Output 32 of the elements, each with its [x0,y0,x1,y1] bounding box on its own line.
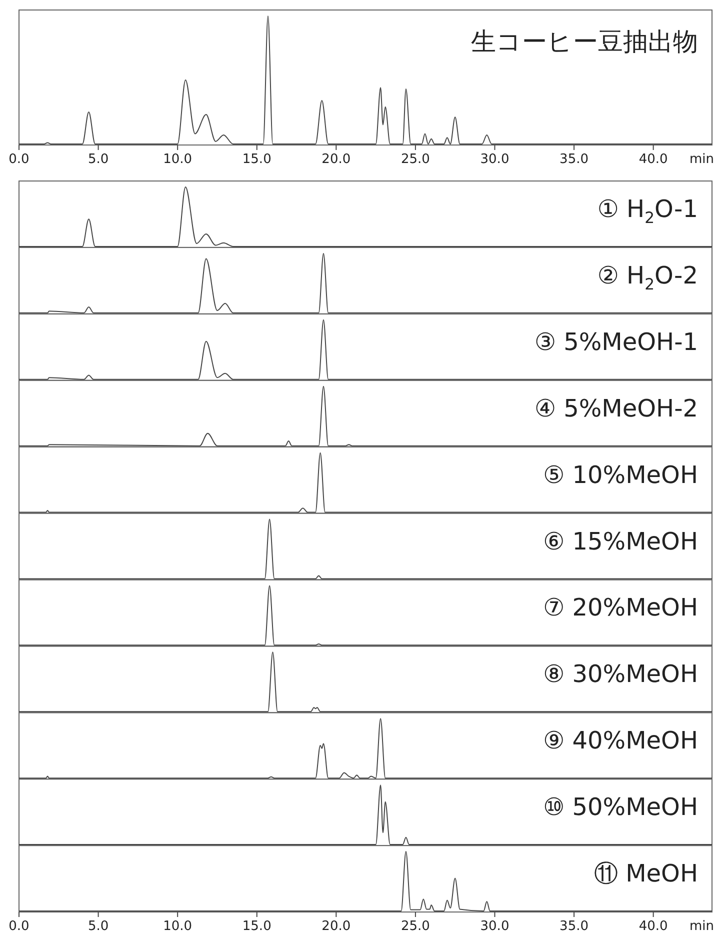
x-tick-label: 0.0 [8,152,30,167]
chart-title: ⑤ 10%MeOH [543,460,698,489]
x-tick-label: 35.0 [560,919,589,934]
x-tick-label: 35.0 [560,152,589,167]
chart-title: ⑦ 20%MeOH [543,594,698,622]
chart-title: ⑨ 40%MeOH [543,726,698,755]
x-tick-label: 25.0 [400,152,430,167]
x-tick-label: 40.0 [638,919,668,934]
x-tick-label: 40.0 [638,152,668,167]
x-tick-label: 20.0 [322,919,351,934]
x-tick-label: 0.0 [8,919,30,934]
x-tick-label: 10.0 [163,919,192,934]
chart-title: ⑩ 50%MeOH [543,793,698,822]
chart-title: ⑪ MeOH [594,860,698,888]
text: 生コーヒー豆抽出物 [471,27,698,56]
x-tick-label: 10.0 [163,152,192,167]
x-tick-label: 30.0 [480,152,510,167]
x-tick-label: 25.0 [400,919,430,934]
chart-title: ③ 5%MeOH-1 [534,328,698,356]
x-tick-label: 5.0 [88,919,109,934]
chart-title: ④ 5%MeOH-2 [534,394,698,422]
chart-title: ① H$_{2}$O-1 [597,195,698,227]
x-tick-label: 15.0 [242,919,272,934]
x-tick-label: 15.0 [242,152,272,167]
text: ② H$_{2}$O-2 [597,261,698,294]
chart-title: ⑧ 30%MeOH [543,660,698,688]
chart-title: ⑥ 15%MeOH [543,527,698,556]
x-tick-label: 30.0 [480,919,510,934]
x-tick-label: 20.0 [322,152,351,167]
x-tick-label: 5.0 [88,152,109,167]
x-axis-title: min [689,152,714,167]
x-axis-title: min [689,919,714,934]
